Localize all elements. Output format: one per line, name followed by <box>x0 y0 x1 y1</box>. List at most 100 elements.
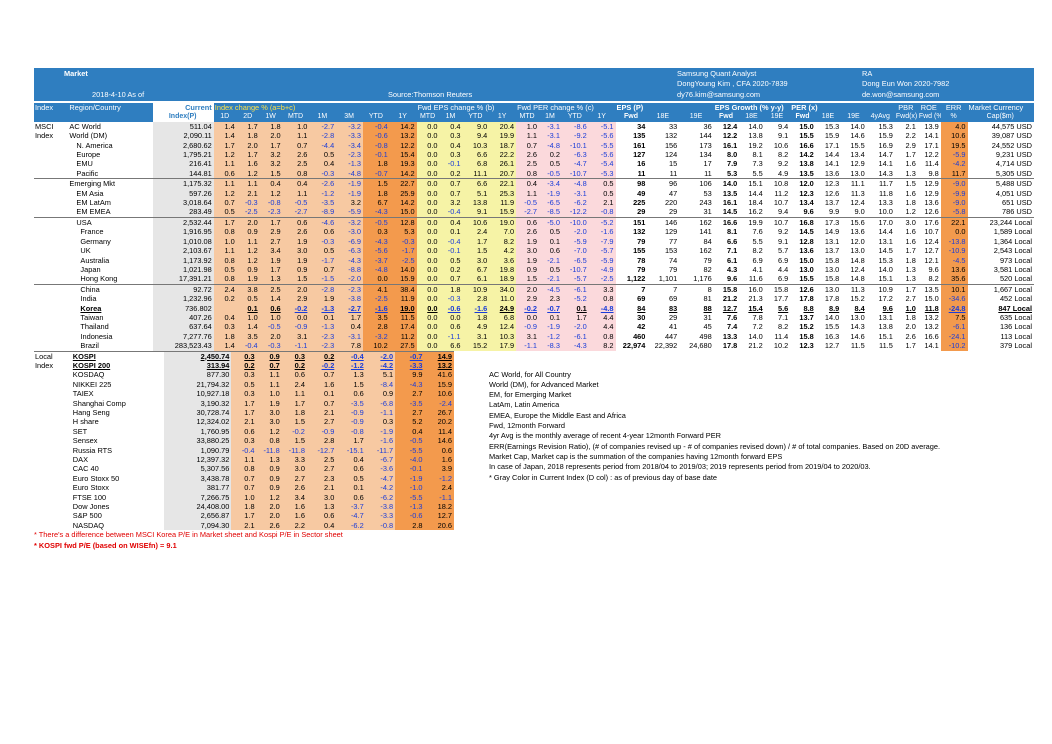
data-cell: 2.6 <box>905 331 916 341</box>
group-label <box>34 502 72 511</box>
data-cell: 98 <box>615 178 648 189</box>
data-cell: -9.2 <box>561 131 589 141</box>
data-cell: 10.7 <box>764 216 791 228</box>
data-cell: 452 Local <box>999 294 1032 304</box>
data-cell: -4.6 <box>309 216 337 228</box>
data-cell: 1.7 <box>894 283 918 295</box>
data-cell: 9.4 <box>462 131 490 141</box>
col-roe: ROE <box>917 103 941 113</box>
local-index-row: Shanghai Comp 3,190.32 1.7 1.9 1.7 0.7 -3.5 -6.… <box>34 398 454 408</box>
data-cell: 132 <box>633 227 646 237</box>
data-cell: 16.8 <box>790 216 816 228</box>
data-cell: 2.0 <box>259 331 283 342</box>
data-cell: 2.4 <box>462 227 490 237</box>
region-name: EM LatAm <box>76 198 111 208</box>
data-cell: -3.3 <box>395 360 425 371</box>
data-cell: 17.4 <box>389 322 417 332</box>
table-row: China 92.72 2.4 3.8 2.5 2.0 -2.8 -2.3 4.1 38.4 0.0… <box>34 283 1034 295</box>
data-cell: 113 Local <box>1000 331 1032 341</box>
data-cell: 92.72 <box>152 283 214 295</box>
data-cell: -4.8 <box>336 168 363 179</box>
data-cell: 14.5 <box>878 246 893 256</box>
data-cell: 283,523.43 <box>152 341 214 351</box>
data-cell: -0.4 <box>231 445 257 456</box>
data-cell: -2.5 <box>389 255 417 265</box>
data-cell: 144.81 <box>152 168 214 179</box>
data-cell: -2.7 <box>336 303 363 313</box>
data-cell: 0.7 <box>306 398 337 408</box>
data-cell: 0.0 <box>416 294 440 304</box>
data-cell: 0.0 <box>416 198 440 208</box>
data-cell: -6.2 <box>336 520 366 531</box>
data-cell: 1.1 <box>516 131 540 141</box>
data-cell: 2.9 <box>282 294 310 304</box>
data-cell: 15.5 <box>850 140 865 150</box>
region-name: USA <box>68 216 153 228</box>
data-cell: 8 <box>679 283 714 295</box>
data-cell: 10.7 <box>773 198 789 208</box>
data-cell: 3.2 <box>259 150 283 160</box>
data-cell: 0.9 <box>282 264 310 275</box>
data-cell: 24,408.00 <box>164 502 232 512</box>
data-cell: 8.4 <box>854 303 865 313</box>
data-cell: 24,680 <box>689 341 712 351</box>
data-cell: 13.2 <box>389 131 417 141</box>
data-cell: 447 <box>664 331 678 341</box>
data-cell: 2.0 <box>282 283 310 295</box>
group-label <box>34 399 72 408</box>
data-cell: 15.8 <box>713 283 740 295</box>
data-cell: 1.8 <box>281 408 307 418</box>
data-cell: 0.2 <box>439 264 463 275</box>
data-cell: 17.6 <box>917 216 941 228</box>
data-cell: 156 <box>664 140 678 150</box>
data-cell: 13.9 <box>924 121 939 131</box>
data-cell: 1.5 <box>281 436 307 446</box>
data-cell: 1.8 <box>362 159 390 169</box>
data-cell: -0.4 <box>362 121 390 132</box>
data-cell: 1.2 <box>213 188 237 199</box>
local-index-row: SET 1,760.95 0.6 1.2 -0.2 -0.9 -0.8 -1.9 0.4 11.4 <box>34 426 454 437</box>
data-cell: -0.8 <box>362 140 390 151</box>
data-cell: 651 USD <box>1002 198 1032 208</box>
data-cell: 2.5 <box>259 283 283 295</box>
data-cell: 13.0 <box>799 264 814 274</box>
data-cell: 8.9 <box>828 303 840 313</box>
data-cell: 0.6 <box>259 303 283 313</box>
data-cell: -6.2 <box>561 198 589 208</box>
data-cell: 1.8 <box>259 121 283 132</box>
data-cell: 16.2 <box>748 207 763 217</box>
data-cell: 12.8 <box>389 216 417 228</box>
data-cell: 0.0 <box>416 207 440 218</box>
data-cell: 173 <box>699 140 712 150</box>
analyst2-email: de.won@samsung.com <box>862 90 940 99</box>
data-cell: 5.5 <box>752 236 763 246</box>
data-cell: -0.3 <box>439 294 463 304</box>
data-cell: 53 <box>703 188 712 198</box>
data-cell: -1.1 <box>282 341 310 351</box>
group-label <box>34 265 68 274</box>
data-cell: -1.2 <box>309 188 337 199</box>
data-cell: 15.2 <box>799 322 814 332</box>
group-label <box>34 417 72 426</box>
data-cell: 1.5 <box>894 178 918 189</box>
data-cell: 1,916.95 <box>152 227 214 237</box>
data-cell: -4.7 <box>336 511 366 521</box>
data-cell: 243 <box>699 198 712 208</box>
data-cell: 35.6 <box>940 274 968 285</box>
data-cell: 1.7 <box>462 236 490 247</box>
data-cell: -2.1 <box>539 255 562 265</box>
spacer <box>34 112 69 122</box>
data-cell: -3.1 <box>539 131 562 141</box>
data-cell: 2.1 <box>231 417 257 427</box>
data-cell: 2.3 <box>539 294 562 304</box>
header-row-1: Index Region/Country Current Index change %… <box>34 103 1034 113</box>
data-cell: 0.4 <box>439 140 463 151</box>
data-cell: -2.8 <box>309 283 337 295</box>
sub-header: Fwd <box>615 112 648 122</box>
data-cell: 16 <box>637 159 646 169</box>
data-cell: 7.9 <box>726 159 738 169</box>
data-cell: 15.2 <box>462 341 490 351</box>
data-cell: -5.3 <box>588 168 616 179</box>
data-cell: 14.0 <box>713 178 740 189</box>
data-cell: 1.7 <box>259 140 283 151</box>
